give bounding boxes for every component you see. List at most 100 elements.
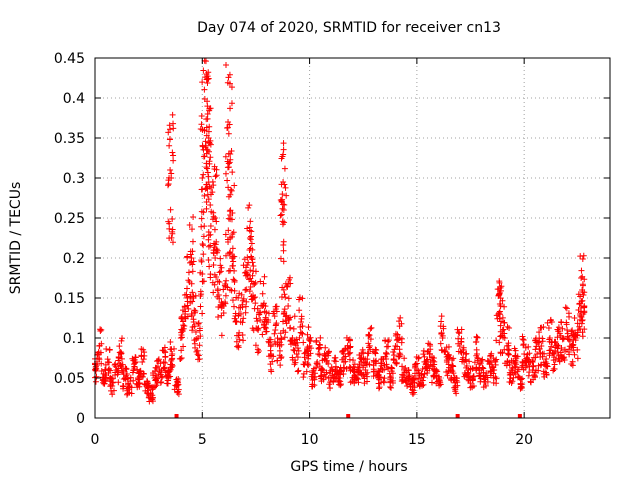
data-point [272,327,279,333]
data-point [479,364,486,371]
data-point [511,369,518,376]
data-point [210,250,217,257]
data-point [309,376,316,383]
data-point [283,320,290,327]
data-point [199,79,206,86]
data-point [247,267,254,274]
data-point [200,171,207,178]
data-point [543,360,550,367]
data-point [523,362,530,369]
data-point [242,309,249,316]
data-point [195,352,202,359]
data-point [466,358,473,365]
data-point [318,365,325,372]
data-point [205,243,212,250]
data-point [196,356,203,363]
data-point [368,324,375,331]
data-point [501,303,508,310]
data-point [415,355,422,362]
data-point [154,363,161,370]
data-point [566,351,573,358]
x-axis-marker [455,414,460,418]
data-point [469,365,476,372]
data-point [466,374,473,381]
data-point [563,321,570,328]
chart-title: Day 074 of 2020, SRMTID for receiver cn1… [197,20,501,36]
data-point [313,337,320,344]
data-point [269,358,276,365]
data-point [231,303,238,310]
data-point [196,342,203,349]
data-point [228,187,235,194]
data-point [355,376,362,383]
data-point [496,278,503,285]
data-point [579,329,586,336]
data-point [311,373,318,380]
data-point [100,378,107,385]
data-point [189,289,196,296]
data-point [227,248,234,255]
data-point [244,271,251,278]
data-point [389,370,396,377]
data-point [322,374,329,381]
x-axis-markers [174,414,522,418]
y-tick-label: 0.2 [63,251,85,267]
data-point [340,371,347,378]
data-point [169,216,176,223]
data-point [438,318,445,325]
data-point [190,213,197,220]
data-point [579,255,586,262]
data-point [246,288,253,295]
data-point [119,335,126,342]
data-point [547,316,554,323]
data-point [531,374,538,381]
data-point [236,310,243,317]
data-point [558,344,565,351]
data-point [539,335,546,342]
data-point [536,338,543,345]
data-point [98,367,105,374]
data-point [401,355,408,362]
data-point [204,115,211,122]
data-point [347,364,354,371]
data-point [200,242,207,249]
data-point [206,158,213,165]
data-point [376,384,383,391]
data-point [473,352,480,359]
data-point [168,357,175,364]
data-point [220,309,227,316]
data-point [243,298,250,305]
data-point [280,207,287,213]
data-point [206,183,213,190]
data-point [207,223,214,229]
data-point [196,327,203,334]
data-point [473,346,480,353]
data-point [253,315,260,322]
data-point [190,295,197,302]
data-point [257,316,264,323]
data-point [472,339,479,346]
data-point [365,340,372,347]
data-point [92,378,99,385]
data-point [198,258,205,265]
data-point [336,377,343,384]
data-point [134,381,141,388]
data-point [229,254,236,261]
data-point [411,364,418,371]
data-point [218,332,225,339]
data-point [181,314,188,321]
data-point [434,378,441,385]
data-point [281,306,288,313]
data-point [397,314,404,321]
data-point [213,246,220,253]
data-point [294,368,301,375]
data-point [235,294,242,301]
data-point [279,284,286,291]
data-point [443,354,450,361]
data-point [180,343,187,350]
data-point [169,111,176,118]
x-tick-label: 10 [301,432,319,448]
data-point [227,151,234,157]
data-point [167,206,174,213]
data-point [360,364,367,371]
